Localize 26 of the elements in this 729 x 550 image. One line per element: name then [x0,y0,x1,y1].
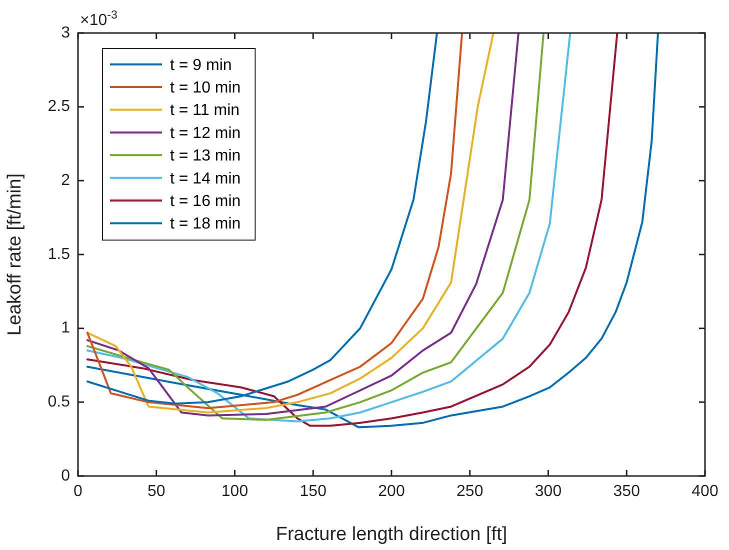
legend-label: t = 10 min [170,79,241,96]
legend-label: t = 9 min [170,56,232,74]
x-tick-label: 100 [221,483,248,500]
y-tick-label: 3 [61,24,70,42]
y-tick-label: 1 [61,320,70,337]
x-tick-label: 0 [74,483,83,500]
y-tick-label: 2 [61,172,70,190]
y-tick-label: 0 [61,467,70,484]
x-tick-label: 350 [613,483,640,500]
x-tick-label: 50 [147,483,166,500]
y-tick-label: 2.5 [48,98,70,116]
x-tick-label: 250 [456,483,484,500]
legend-label: t = 12 min [170,124,241,142]
legend-label: t = 18 min [170,216,241,233]
x-tick-label: 300 [534,483,562,500]
x-tick-label: 200 [378,483,405,500]
x-tick-label: 400 [692,483,718,500]
y-tick-label: 0.5 [48,394,70,411]
y-axis-title: Leakoff rate [ft/min] [4,173,26,336]
x-tick-label: 150 [300,483,327,500]
legend-label: t = 11 min [170,102,240,120]
y-tick-label: 1.5 [48,246,70,263]
legend-label: t = 13 min [170,148,241,165]
legend-label: t = 14 min [170,170,241,188]
x-axis-title: Fracture length direction [ft] [276,524,508,545]
legend-label: t = 16 min [170,192,241,210]
